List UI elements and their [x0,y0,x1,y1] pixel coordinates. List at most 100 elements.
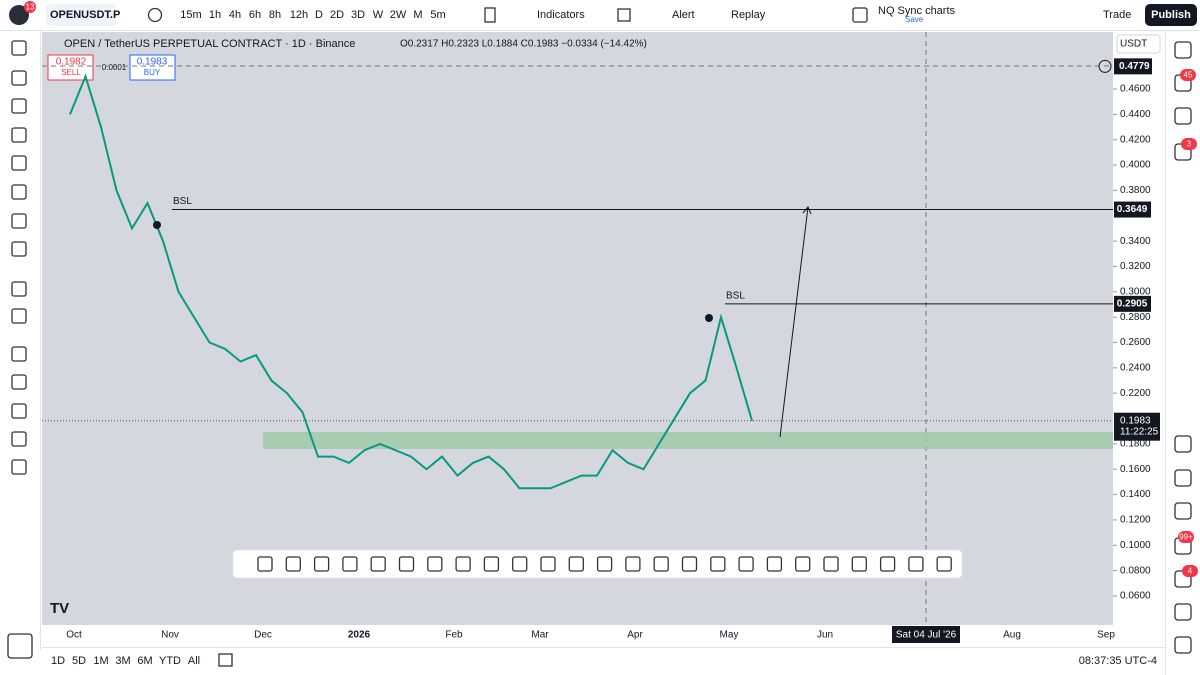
buy-box[interactable] [129,54,176,81]
draw-tool-icon[interactable] [512,556,528,572]
draw-tool-icon[interactable] [455,556,471,572]
chart-type-icon[interactable] [484,7,496,23]
save-button[interactable]: Save [905,15,924,24]
draw-tool-icon[interactable] [483,556,500,572]
replay-button[interactable]: Replay [731,9,766,21]
sell-label[interactable]: SELL [61,68,81,77]
side-icon[interactable] [1174,502,1192,520]
draw-tool-icon[interactable] [823,556,839,572]
tool-icon[interactable] [11,184,27,200]
side-badge: 45 [1184,71,1193,80]
draw-tool-icon[interactable] [540,556,556,572]
tool-icon[interactable] [11,98,27,114]
tool-icon[interactable] [11,431,27,447]
alert-button[interactable]: Alert [672,9,695,21]
interval[interactable]: 4h [229,9,241,21]
interval[interactable]: W [373,9,384,21]
draw-tool-icon[interactable] [427,556,443,572]
symbol-box[interactable] [46,4,116,26]
tool-icon[interactable] [11,346,27,362]
draw-tool-icon[interactable] [653,556,669,572]
tool-icon[interactable] [11,127,27,143]
badge-count: 13 [26,3,35,12]
trade-button[interactable]: Trade [1103,9,1131,21]
tool-icon[interactable] [11,374,27,390]
interval[interactable]: 2W [390,9,407,21]
interval[interactable]: 3D [351,9,365,21]
range-button[interactable]: 1M [93,655,108,667]
y-tick-label: 0.2400 [1120,362,1151,373]
legend-title: OPEN / TetherUS PERPETUAL CONTRACT · 1D … [64,38,355,50]
tool-icon[interactable] [11,281,27,297]
indicators-button[interactable]: Indicators [537,9,585,21]
templates-icon[interactable] [617,8,631,22]
favorites[interactable] [7,633,33,659]
tool-icon[interactable] [11,155,27,171]
draw-tool-icon[interactable] [257,556,273,572]
tool-icon[interactable] [11,70,27,86]
range-button[interactable]: 6M [137,655,152,667]
draw-tool-icon[interactable] [908,556,924,572]
avatar[interactable] [9,5,29,25]
draw-tool-icon[interactable] [766,556,783,572]
draw-tool-icon[interactable] [625,556,641,572]
add-symbol[interactable] [147,7,163,23]
interval[interactable]: 15m [180,9,201,21]
draw-tool-icon[interactable] [879,556,896,572]
tool-icon[interactable] [11,403,27,419]
side-icon[interactable] [1174,107,1192,125]
tool-icon[interactable] [11,308,27,324]
currency[interactable]: USDT [1120,39,1147,50]
range-button[interactable]: 3M [115,655,130,667]
interval[interactable]: 2D [330,9,344,21]
draw-tool-icon[interactable] [681,556,698,572]
range-button[interactable]: YTD [159,655,181,667]
draw-tool-icon[interactable] [710,556,726,572]
range-button[interactable]: 5D [72,655,86,667]
demand-zone [263,431,1113,449]
draw-tool-icon[interactable] [568,556,584,572]
draw-tool-icon[interactable] [936,556,952,572]
interval[interactable]: 6h [249,9,261,21]
spread: 0.0001 [102,63,127,72]
interval[interactable]: M [413,9,422,21]
publish-box[interactable] [1145,4,1197,26]
side-icon[interactable] [1174,435,1192,453]
tool-icon[interactable] [11,459,27,475]
side-icon[interactable] [1174,469,1192,487]
layout-icon[interactable] [852,7,868,23]
interval[interactable]: 5m [430,9,445,21]
draw-tool-icon[interactable] [342,556,358,572]
interval[interactable]: 12h [290,9,308,21]
draw-tool-icon[interactable] [313,556,330,572]
buy-price[interactable]: 0.1983 [137,57,168,68]
date-range-icon[interactable] [218,653,233,667]
range-button[interactable]: 1D [51,655,65,667]
draw-tool-icon[interactable] [795,556,811,572]
draw-tool-icon[interactable] [596,556,613,572]
draw-tool-icon[interactable] [851,556,867,572]
symbol[interactable]: OPENUSDT.P [50,9,120,21]
draw-tool-icon[interactable] [370,556,386,572]
layout-name[interactable]: NQ Sync charts [878,5,956,17]
side-icon[interactable] [1174,41,1192,59]
interval[interactable]: 8h [269,9,281,21]
y-tick-label: 0.2200 [1120,388,1151,399]
side-icon[interactable] [1174,636,1192,654]
level-label: 0.2905 [1117,298,1148,309]
draw-tool-icon[interactable] [398,556,415,572]
draw-tool-icon[interactable] [738,556,754,572]
interval[interactable]: D [315,9,323,21]
range-button[interactable]: All [188,655,200,667]
interval[interactable]: 1h [209,9,221,21]
side-icon[interactable] [1174,603,1192,621]
y-tick-label: 0.3200 [1120,261,1151,272]
tool-icon[interactable] [11,213,27,229]
tool-icon[interactable] [11,241,27,257]
publish-button[interactable]: Publish [1151,9,1191,21]
currency-box[interactable] [1116,34,1161,54]
sell-price[interactable]: 0.1982 [56,57,87,68]
tool-icon[interactable] [11,40,27,56]
buy-label[interactable]: BUY [144,68,161,77]
draw-tool-icon[interactable] [285,556,301,572]
